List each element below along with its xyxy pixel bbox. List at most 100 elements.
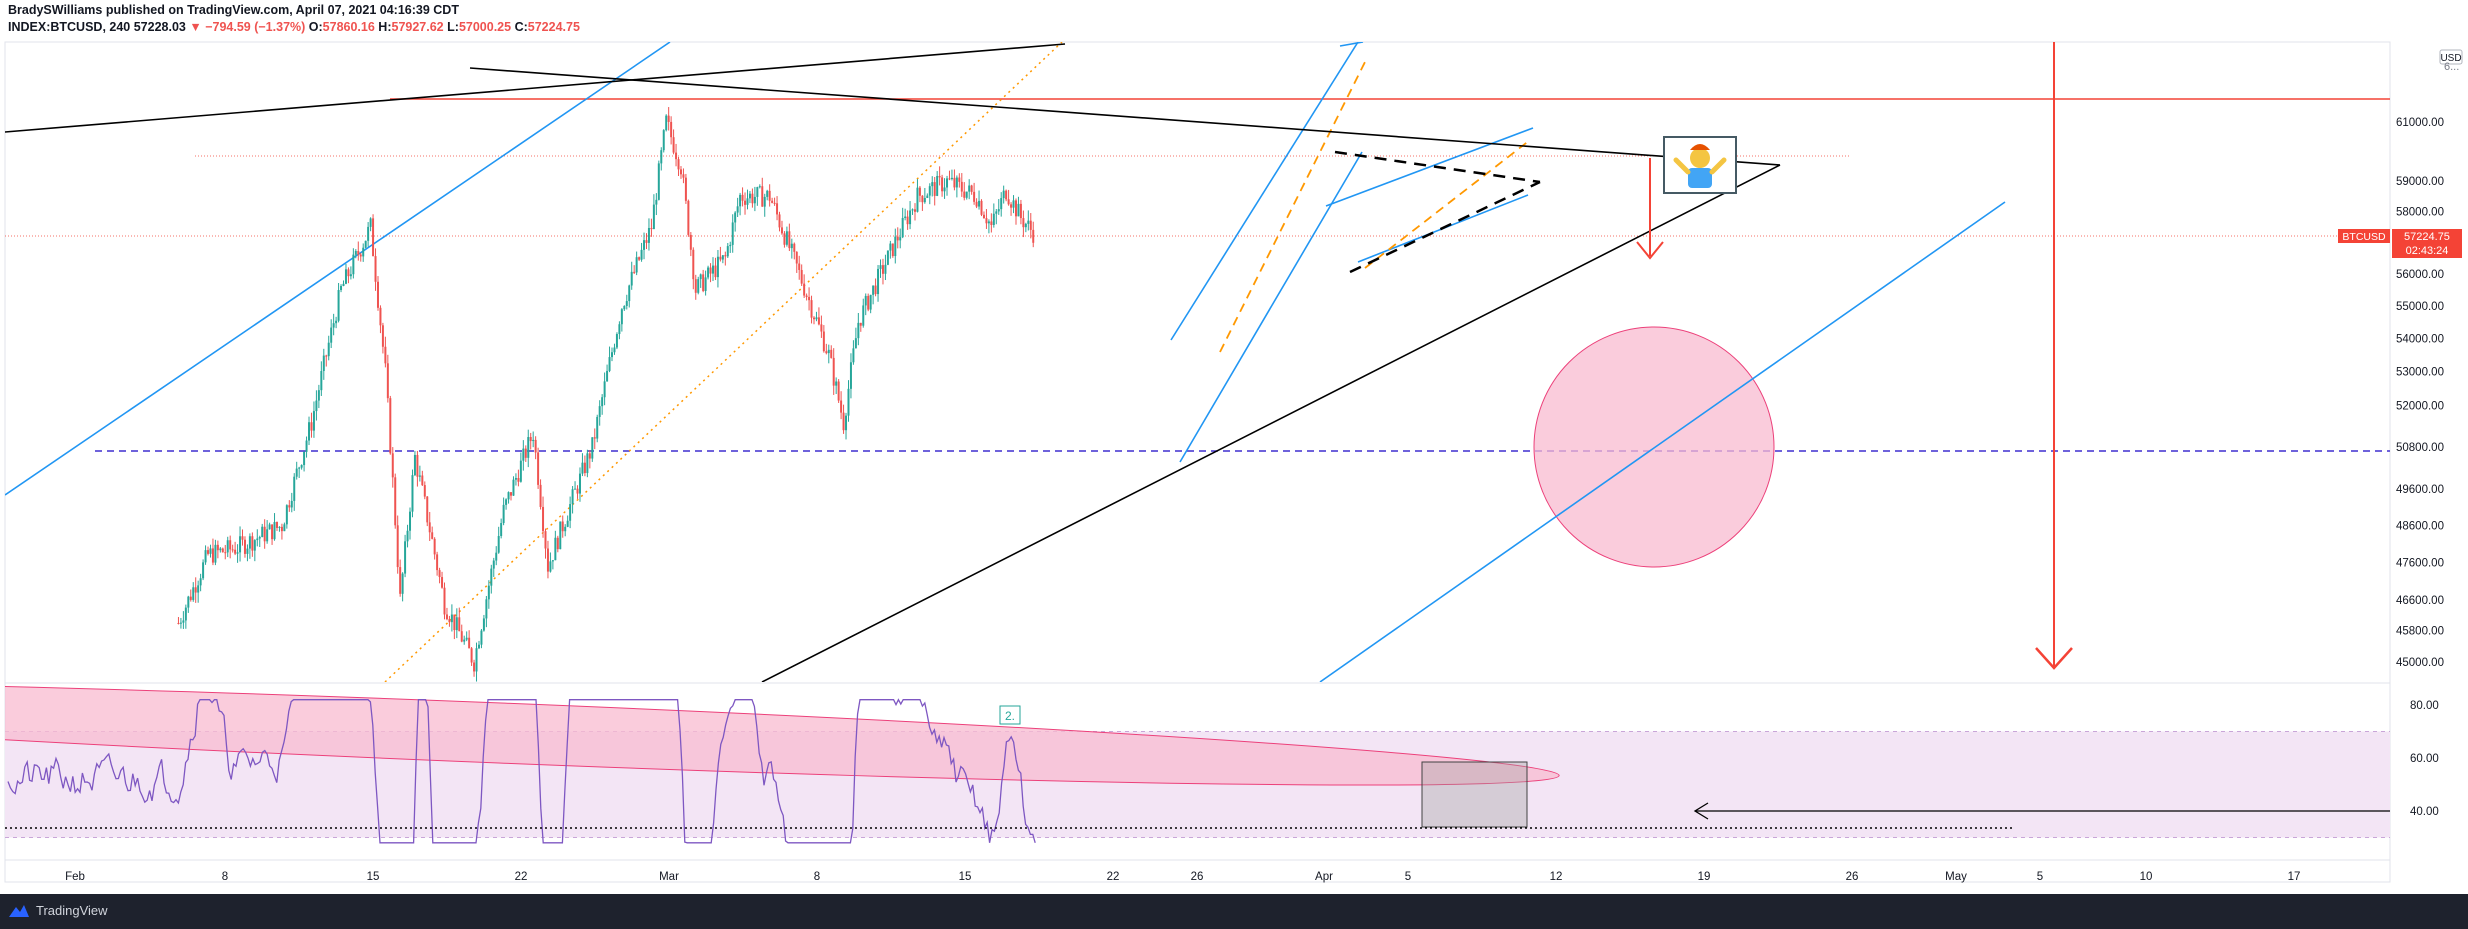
candle-body bbox=[236, 552, 239, 554]
shrug-emoji-icon bbox=[1663, 136, 1737, 194]
candle-body bbox=[894, 236, 897, 257]
annotation-number: 2. bbox=[1005, 709, 1015, 723]
candle-body bbox=[874, 285, 877, 295]
candle-body bbox=[534, 439, 537, 453]
candle-body bbox=[704, 277, 707, 291]
candle-body bbox=[726, 246, 729, 257]
candle-body bbox=[845, 415, 848, 431]
candle-body bbox=[192, 587, 195, 600]
candle-body bbox=[748, 193, 751, 199]
candle-body bbox=[214, 544, 217, 563]
author-line: BradySWilliams published on TradingView.… bbox=[8, 3, 459, 17]
annotation-badge[interactable]: 2. bbox=[999, 705, 1021, 725]
candle-body bbox=[960, 181, 963, 192]
candle-body bbox=[702, 274, 705, 291]
candle-body bbox=[877, 268, 880, 295]
candle-body bbox=[369, 218, 372, 227]
candles bbox=[177, 107, 1035, 682]
candle-body bbox=[305, 440, 308, 452]
candle-body bbox=[776, 203, 779, 215]
brand-label: TradingView bbox=[36, 903, 108, 918]
candle-body bbox=[601, 397, 604, 407]
candle-body bbox=[433, 538, 436, 555]
candle-body bbox=[719, 256, 722, 260]
candle-body bbox=[630, 271, 633, 286]
time-label: Mar bbox=[659, 871, 679, 883]
candle-body bbox=[643, 240, 646, 250]
candle-body bbox=[761, 186, 764, 207]
price-tick: 50800.00 bbox=[2396, 442, 2444, 454]
candle-body bbox=[322, 355, 325, 372]
candle-body bbox=[197, 585, 200, 593]
candle-body bbox=[864, 295, 867, 306]
candle-body bbox=[581, 462, 584, 474]
price-tick: 55000.00 bbox=[2396, 301, 2444, 313]
brand[interactable]: TradingView bbox=[8, 903, 108, 918]
candle-body bbox=[721, 255, 724, 260]
candle-body bbox=[482, 618, 485, 631]
candle-body bbox=[1010, 204, 1013, 208]
candle-body bbox=[266, 529, 269, 542]
price-tag-symbol: BTCUSD bbox=[2342, 231, 2386, 243]
orange-dashed-line bbox=[1219, 61, 1366, 353]
candle-body bbox=[679, 169, 682, 175]
time-label: 17 bbox=[2288, 871, 2301, 883]
candle-body bbox=[519, 460, 522, 482]
candle-body bbox=[662, 130, 665, 151]
candle-body bbox=[795, 251, 798, 264]
candle-body bbox=[744, 200, 747, 205]
channel-stub bbox=[1339, 42, 1364, 47]
candle-body bbox=[692, 249, 695, 280]
candle-body bbox=[739, 194, 742, 207]
candle-body bbox=[842, 412, 845, 431]
candle-body bbox=[445, 614, 448, 620]
time-axis[interactable]: Feb 8 15 22 Mar 8 15 22 26 Apr 5 12 19 26 May 5 10 17 bbox=[65, 871, 2300, 883]
candle-body bbox=[280, 526, 283, 532]
rsi-axis[interactable]: 80.00 60.00 40.00 bbox=[2410, 700, 2439, 818]
time-label: 22 bbox=[1107, 871, 1120, 883]
candle-body bbox=[588, 453, 591, 459]
candle-body bbox=[615, 334, 618, 348]
candle-body bbox=[620, 309, 623, 325]
candle-body bbox=[315, 400, 318, 412]
currency-badge[interactable]: USD bbox=[2439, 49, 2463, 65]
candle-body bbox=[682, 174, 685, 178]
candle-body bbox=[194, 587, 197, 593]
symbol-label[interactable]: INDEX:BTCUSD, 240 bbox=[8, 20, 131, 34]
candle-body bbox=[574, 488, 577, 490]
candle-body bbox=[591, 437, 594, 459]
candle-body bbox=[492, 560, 495, 569]
candle-body bbox=[958, 177, 961, 182]
candle-body bbox=[308, 422, 311, 441]
flag-upper-line bbox=[1325, 127, 1534, 207]
candle-body bbox=[347, 269, 350, 277]
price-tick: 45000.00 bbox=[2396, 657, 2444, 669]
candle-body bbox=[987, 221, 990, 224]
candle-body bbox=[677, 159, 680, 170]
candle-body bbox=[320, 371, 323, 391]
rsi-wedge-highlight bbox=[5, 684, 1560, 786]
time-label: May bbox=[1945, 871, 1967, 883]
candle-body bbox=[246, 548, 249, 554]
candle-body bbox=[946, 178, 949, 188]
candle-body bbox=[906, 216, 909, 225]
price-axis[interactable]: USD 6... 61000.00 59000.00 58000.00 56000.0… bbox=[2396, 49, 2463, 669]
candle-body bbox=[633, 271, 636, 273]
candle-body bbox=[189, 596, 192, 600]
high-label: H: bbox=[378, 20, 392, 34]
candle-body bbox=[780, 227, 783, 234]
triangle-lower-dashed bbox=[1349, 180, 1541, 274]
low-value: 57000.25 bbox=[458, 20, 512, 34]
price-chart[interactable]: 2. bbox=[0, 0, 2468, 894]
candle-body bbox=[436, 554, 439, 571]
candle-body bbox=[628, 285, 631, 302]
candle-body bbox=[559, 521, 562, 550]
candle-body bbox=[475, 648, 478, 672]
channel-line-lower bbox=[1319, 201, 2006, 682]
candle-body bbox=[763, 196, 766, 207]
candle-body bbox=[813, 317, 815, 320]
candle-body bbox=[421, 475, 424, 486]
candle-body bbox=[428, 522, 431, 533]
candle-body bbox=[554, 537, 557, 561]
candle-body bbox=[1012, 200, 1015, 208]
